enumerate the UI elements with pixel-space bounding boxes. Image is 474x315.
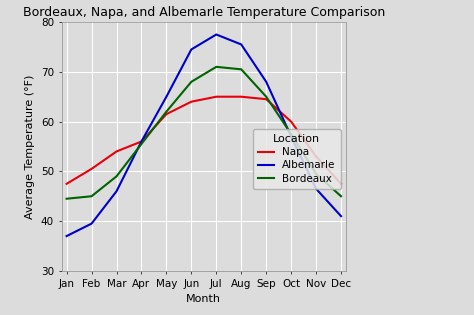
Line: Albemarle: Albemarle [67,34,341,236]
Line: Bordeaux: Bordeaux [67,67,341,199]
Bordeaux [213,65,219,69]
Bordeaux [313,172,319,176]
Legend: Napa, Albemarle, Bordeaux: Napa, Albemarle, Bordeaux [253,129,341,189]
Bordeaux [338,194,344,198]
Napa [288,120,294,123]
Bordeaux [238,67,244,71]
Albemarle [313,187,319,191]
Napa [238,95,244,99]
Bordeaux [89,194,94,198]
Albemarle [89,222,94,226]
Y-axis label: Average Temperature (°F): Average Temperature (°F) [25,74,35,219]
X-axis label: Month: Month [186,294,221,304]
Line: Napa: Napa [67,97,341,184]
Bordeaux [264,95,269,99]
Bordeaux [189,80,194,84]
Albemarle [189,48,194,51]
Napa [114,150,119,153]
Napa [213,95,219,99]
Bordeaux [114,175,119,178]
Napa [313,155,319,158]
Bordeaux [138,142,144,146]
Napa [338,182,344,186]
Napa [189,100,194,104]
Napa [89,167,94,171]
Bordeaux [288,132,294,136]
Albemarle [164,95,169,99]
Albemarle [114,189,119,193]
Albemarle [238,43,244,46]
Albemarle [213,32,219,36]
Albemarle [264,80,269,84]
Bordeaux [164,110,169,113]
Albemarle [338,214,344,218]
Albemarle [288,135,294,138]
Napa [264,97,269,101]
Bordeaux [64,197,70,201]
Title: Bordeaux, Napa, and Albemarle Temperature Comparison: Bordeaux, Napa, and Albemarle Temperatur… [23,7,385,20]
Albemarle [138,140,144,143]
Albemarle [64,234,70,238]
Napa [64,182,70,186]
Napa [164,112,169,116]
Napa [138,140,144,143]
